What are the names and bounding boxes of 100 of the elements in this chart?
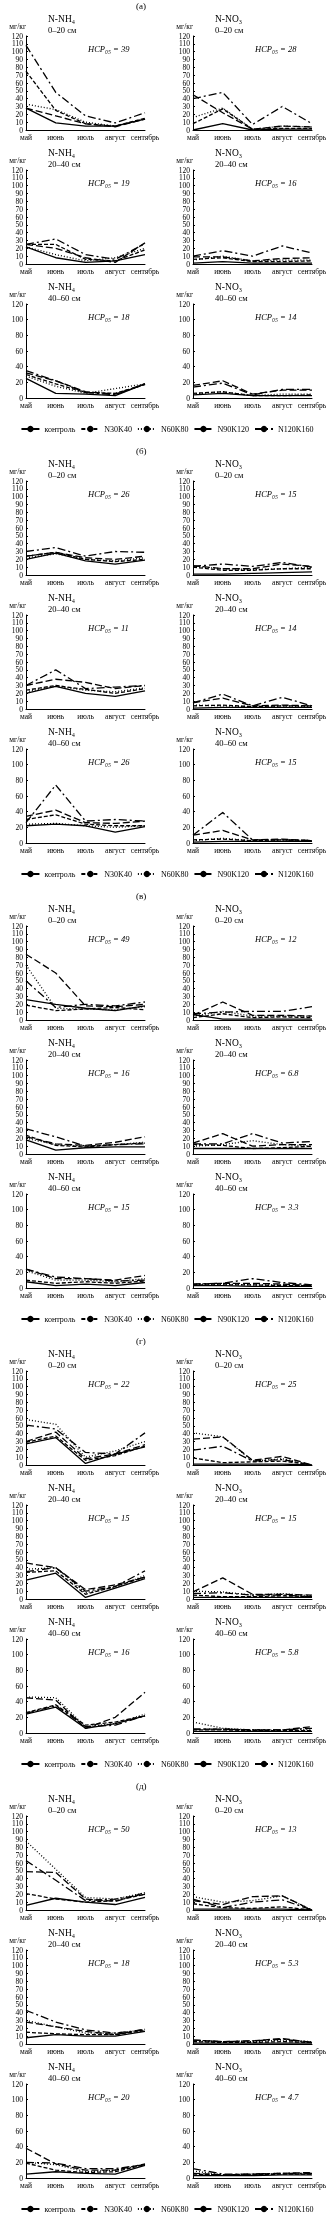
chart-title: N-NO₃	[215, 459, 243, 469]
legend-label: N60K80	[160, 869, 189, 879]
chart-title: N-NO₃	[215, 727, 243, 737]
annotation: НСР₀₅ = 39	[87, 43, 131, 54]
annotation: НСР₀₅ = 28	[254, 43, 298, 54]
chart-title: N-NO₃	[215, 1483, 243, 1493]
chart-subtitle: 20–40 см	[48, 158, 82, 169]
chart-title: N-NH₄	[48, 1172, 76, 1182]
chart-subtitle: 40–60 см	[48, 737, 82, 748]
chart-title: N-NH₄	[48, 593, 76, 603]
annotation: НСР₀₅ = 6.8	[254, 1067, 300, 1078]
annotation: НСР₀₅ = 18	[87, 1957, 131, 1968]
chart-subtitle: 40–60 см	[48, 292, 82, 303]
legend-label: N90K120	[217, 2204, 250, 2214]
legend-label: контроль	[44, 2204, 76, 2214]
chart-subtitle: 40–60 см	[215, 737, 249, 748]
legend-label: N30K40	[104, 424, 132, 434]
chart-title: N-NH₄	[48, 14, 76, 24]
chart-subtitle: 0–20 см	[215, 24, 244, 35]
chart-title: N-NH₄	[48, 1483, 76, 1493]
legend-label: N60K80	[160, 424, 189, 434]
annotation: НСР₀₅ = 3.3	[254, 1201, 299, 1212]
legend-label: N30K40	[104, 869, 132, 879]
chart-title: N-NH₄	[48, 1928, 76, 1938]
chart-subtitle: 20–40 см	[48, 1493, 82, 1504]
chart-subtitle: 0–20 см	[48, 1804, 77, 1815]
chart-title: N-NO₃	[215, 1349, 243, 1359]
legend-label: контроль	[44, 1314, 76, 1324]
annotation: НСР₀₅ = 19	[87, 177, 131, 188]
legend-label: N30K40	[104, 1759, 132, 1769]
legend-label: N120K160	[278, 869, 314, 879]
legend-label: N90K120	[217, 869, 250, 879]
annotation: НСР₀₅ = 14	[254, 311, 298, 322]
chart-title: N-NO₃	[215, 14, 243, 24]
chart-title: N-NH₄	[48, 727, 76, 737]
annotation: НСР₀₅ = 20	[87, 2091, 131, 2102]
legend-label: N30K40	[104, 1314, 132, 1324]
chart-subtitle: 0–20 см	[215, 1359, 244, 1370]
annotation: НСР₀₅ = 22	[87, 1378, 131, 1389]
legend-label: контроль	[44, 1759, 76, 1769]
chart-subtitle: 40–60 см	[215, 1627, 249, 1638]
chart-subtitle: 0–20 см	[215, 1804, 244, 1815]
chart-subtitle: 0–20 см	[215, 469, 244, 480]
chart-title: N-NO₃	[215, 148, 243, 158]
annotation: НСР₀₅ = 14	[254, 622, 298, 633]
chart-subtitle: 20–40 см	[215, 1493, 249, 1504]
chart-title: N-NO₃	[215, 1172, 243, 1182]
chart-subtitle: 40–60 см	[215, 2072, 249, 2083]
annotation: НСР₀₅ = 15	[87, 1512, 130, 1523]
annotation: НСР₀₅ = 5.3	[254, 1957, 299, 1968]
annotation: НСР₀₅ = 16	[254, 177, 298, 188]
annotation: НСР₀₅ = 15	[254, 756, 297, 767]
annotation: НСР₀₅ = 25	[254, 1378, 297, 1389]
chart-subtitle: 0–20 см	[48, 24, 77, 35]
chart-title: N-NO₃	[215, 1928, 243, 1938]
chart-subtitle: 20–40 см	[215, 158, 249, 169]
chart-subtitle: 20–40 см	[48, 1938, 82, 1949]
chart-subtitle: 20–40 см	[48, 603, 82, 614]
annotation: НСР₀₅ = 12	[254, 933, 298, 944]
annotation: НСР₀₅ = 15	[254, 488, 297, 499]
text: (в)	[136, 890, 147, 901]
legend-label: N120K160	[278, 424, 314, 434]
chart-subtitle: 40–60 см	[48, 2072, 82, 2083]
annotation: НСР₀₅ = 26	[87, 756, 131, 767]
chart-subtitle: 40–60 см	[48, 1627, 82, 1638]
chart-title: N-NO₃	[215, 282, 243, 292]
chart-title: N-NH₄	[48, 1617, 76, 1627]
annotation: НСР₀₅ = 13	[254, 1823, 297, 1834]
text: (д)	[136, 1780, 147, 1791]
annotation: НСР₀₅ = 16	[87, 1067, 131, 1078]
chart-title: N-NO₃	[215, 2062, 243, 2072]
annotation: НСР₀₅ = 15	[87, 1201, 130, 1212]
annotation: НСР₀₅ = 11	[87, 622, 129, 633]
chart-subtitle: 0–20 см	[48, 914, 77, 925]
chart-subtitle: 0–20 см	[48, 1359, 77, 1370]
legend-label: N60K80	[160, 1314, 189, 1324]
chart-subtitle: 20–40 см	[48, 1048, 82, 1059]
annotation: НСР₀₅ = 50	[87, 1823, 131, 1834]
legend-label: N90K120	[217, 424, 250, 434]
chart-title: N-NH₄	[48, 904, 76, 914]
legend-label: контроль	[44, 424, 76, 434]
chart-title: N-NH₄	[48, 2062, 76, 2072]
chart-subtitle: 40–60 см	[215, 292, 249, 303]
text: (а)	[136, 0, 146, 11]
annotation: НСР₀₅ = 5.8	[254, 1646, 300, 1657]
legend-label: N60K80	[160, 2204, 189, 2214]
annotation: НСР₀₅ = 18	[87, 311, 131, 322]
annotation: НСР₀₅ = 26	[87, 488, 131, 499]
chart-title: N-NH₄	[48, 282, 76, 292]
chart-subtitle: 40–60 см	[48, 1182, 82, 1193]
chart-title: N-NH₄	[48, 148, 76, 158]
chart-subtitle: 20–40 см	[215, 603, 249, 614]
legend-label: N90K120	[217, 1759, 250, 1769]
chart-subtitle: 20–40 см	[215, 1938, 249, 1949]
text: (б)	[136, 445, 147, 456]
chart-title: N-NH₄	[48, 1038, 76, 1048]
annotation: НСР₀₅ = 49	[87, 933, 131, 944]
annotation: НСР₀₅ = 16	[87, 1646, 131, 1657]
legend-label: N30K40	[104, 2204, 132, 2214]
legend-label: N120K160	[278, 2204, 314, 2214]
